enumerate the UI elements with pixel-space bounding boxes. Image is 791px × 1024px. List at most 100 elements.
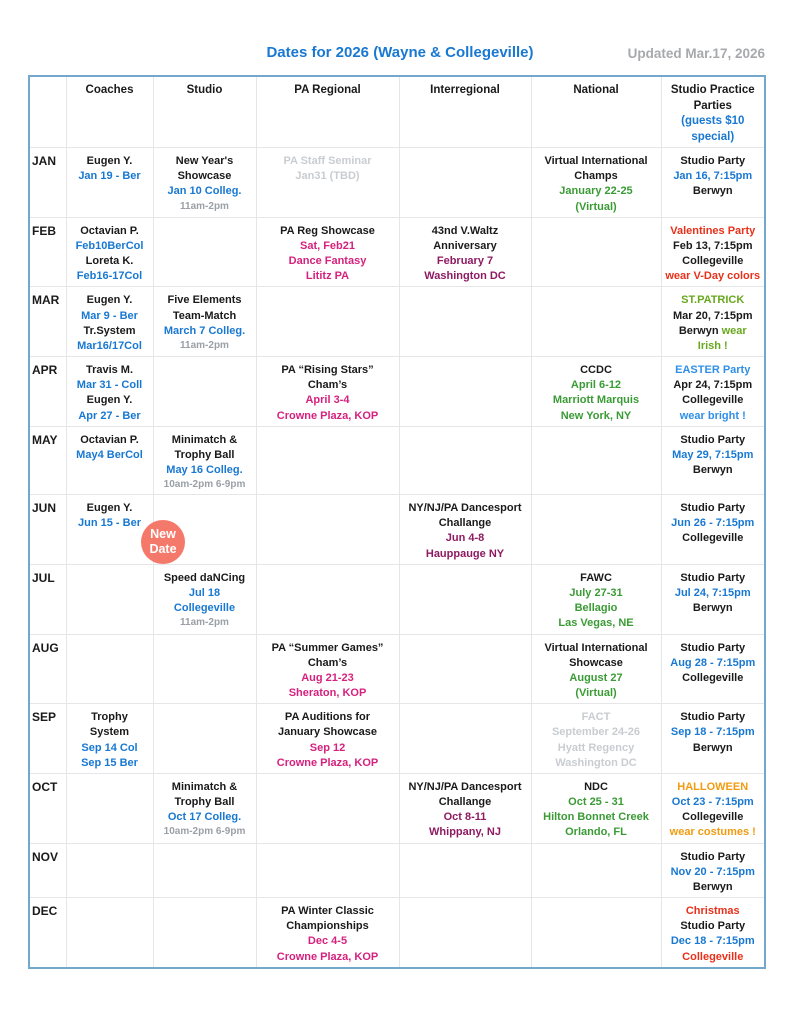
cell-line: Collegeville	[664, 810, 763, 825]
cell-national: Virtual International Champs January 22-25…	[530, 147, 662, 218]
cell-text: FACT	[581, 711, 611, 724]
cell-line: May4 BerCol	[69, 448, 151, 463]
cell-line: April 6-12	[534, 378, 659, 393]
cell-text: Dance Fantasy	[288, 255, 367, 268]
month-label: NOV	[28, 842, 67, 899]
cell-line: Berwyn wear	[664, 324, 763, 339]
cell-text: Jun 26 - 7:15pm	[671, 517, 755, 530]
cell-text: Octavian P.	[80, 224, 139, 237]
cell-line: System	[69, 725, 151, 740]
cell-text: Collegeville	[682, 811, 744, 824]
cell-coaches: Eugen Y. Mar 9 - Ber Tr.System Mar16/17Col	[65, 286, 154, 358]
cell-text: Dec 4-5	[307, 935, 348, 948]
cell-line: Dec 18 - 7:15pm	[664, 934, 763, 949]
cell-text: Virtual International	[544, 155, 648, 168]
cell-text: Sep 12	[309, 741, 346, 754]
cell-line: Collegeville	[664, 393, 763, 408]
cell-text: New Year's	[175, 155, 234, 168]
cell-text: Champs	[574, 170, 618, 183]
cell-line: Jul 18	[156, 586, 254, 601]
cell-text: Eugen Y.	[86, 502, 133, 515]
cell-text: 11am-2pm	[180, 339, 229, 351]
cell-studio: Minimatch & Trophy Ball May 16 Colleg. 10am…	[152, 425, 257, 496]
cell-interregional	[398, 425, 532, 496]
cell-text: Berwyn	[692, 464, 733, 477]
cell-parties: HALLOWEEN Oct 23 - 7:15pm Collegeville wear…	[660, 772, 766, 844]
cell-national	[530, 425, 662, 496]
cell-text: Hilton Bonnet Creek	[543, 811, 649, 824]
cell-line: Hauppauge NY	[402, 547, 529, 562]
cell-line: Loreta K.	[69, 254, 151, 269]
cell-line: Trophy Ball	[156, 448, 254, 463]
cell-text: Eugen Y.	[86, 155, 133, 168]
cell-line: Showcase	[534, 656, 659, 671]
cell-text: January 22-25	[559, 185, 633, 198]
cell-studio	[152, 842, 257, 899]
cell-interregional	[398, 563, 532, 635]
cell-line: 11am-2pm	[156, 200, 254, 214]
cell-line: Studio Party	[664, 850, 763, 865]
cell-line: Eugen Y.	[69, 393, 151, 408]
cell-line: 11am-2pm	[156, 616, 254, 630]
cell-line: Jan31 (TBD)	[259, 169, 397, 184]
cell-text: Christmas	[685, 905, 740, 918]
table-row: FEB Octavian P. Feb10BerCol Loreta K. Feb16-…	[28, 216, 766, 288]
cell-line: Cham’s	[259, 656, 397, 671]
cell-line: Dec 4-5	[259, 934, 397, 949]
cell-line: Championships	[259, 919, 397, 934]
cell-text: Apr 27 - Ber	[78, 409, 141, 422]
cell-text: Sep 18 - 7:15pm	[670, 726, 755, 739]
cell-line: Sep 18 - 7:15pm	[664, 725, 763, 740]
cell-line: PA Winter Classic	[259, 904, 397, 919]
table-row: NOV Studio Party Nov 20 - 7:15pm Berwyn	[28, 842, 766, 899]
cell-text: Berwyn	[692, 602, 733, 615]
cell-line: Berwyn	[664, 741, 763, 756]
cell-line: Collegeville	[664, 671, 763, 686]
cell-national: FAWC July 27-31 Bellagio Las Vegas, NE	[530, 563, 662, 635]
schedule-table: Coaches Studio PA Regional Interregional…	[28, 75, 766, 969]
cell-line: Berwyn	[664, 184, 763, 199]
cell-text: Feb16-17Col	[76, 270, 143, 283]
cell-line: July 27-31	[534, 586, 659, 601]
cell-line: 11am-2pm	[156, 339, 254, 353]
cell-text: Minimatch &	[171, 433, 238, 446]
cell-line: (Virtual)	[534, 200, 659, 215]
cell-text: Sep 15 Ber	[81, 756, 138, 769]
header-parties-note: (guests $10 special)	[681, 115, 745, 143]
cell-studio	[152, 633, 257, 705]
cell-line: wear costumes !	[664, 825, 763, 840]
table-row: AUG PA “Summer Games” Cham’s Aug 21-23 Shera…	[28, 633, 766, 705]
cell-line: Sep 12	[259, 741, 397, 756]
cell-line: 43nd V.Waltz	[402, 224, 529, 239]
table-row: MAR Eugen Y. Mar 9 - Ber Tr.System Mar16/17C…	[28, 286, 766, 358]
cell-studio: Five Elements Team-Match March 7 Colleg. 11…	[152, 286, 257, 358]
cell-text: (Virtual)	[575, 200, 617, 213]
cell-line: February 7	[402, 254, 529, 269]
cell-line: Mar 31 - Coll	[69, 378, 151, 393]
updated-date: Updated Mar.17, 2026	[627, 46, 765, 61]
cell-text: Collegeville	[682, 394, 744, 407]
header-month	[28, 75, 67, 149]
cell-line: January 22-25	[534, 184, 659, 199]
cell-line: Jun 15 - Ber	[69, 516, 151, 531]
cell-line: Orlando, FL	[534, 825, 659, 840]
cell-text: Collegeville	[682, 532, 744, 545]
cell-line: Eugen Y.	[69, 154, 151, 169]
cell-text: NDC	[584, 780, 608, 793]
month-label: JAN	[28, 147, 67, 218]
month-label: MAY	[28, 425, 67, 496]
cell-interregional: NY/NJ/PA Dancesport Challange Jun 4-8 Haupp…	[398, 494, 532, 565]
cell-text: Five Elements	[167, 294, 242, 307]
cell-text: Bellagio	[574, 602, 618, 615]
cell-text: Marriott Marquis	[552, 394, 640, 407]
cell-line: Virtual International	[534, 641, 659, 656]
cell-line: Travis M.	[69, 363, 151, 378]
cell-coaches	[65, 563, 154, 635]
cell-line: Sep 15 Ber	[69, 756, 151, 771]
cell-parties: Valentines Party Feb 13, 7:15pm Collegevil…	[660, 216, 766, 288]
cell-national	[530, 286, 662, 358]
cell-text: Collegeville	[682, 671, 744, 684]
cell-text: Team-Match	[172, 309, 237, 322]
cell-parties: Studio Party Sep 18 - 7:15pm Berwyn	[660, 703, 766, 774]
cell-interregional	[398, 842, 532, 899]
